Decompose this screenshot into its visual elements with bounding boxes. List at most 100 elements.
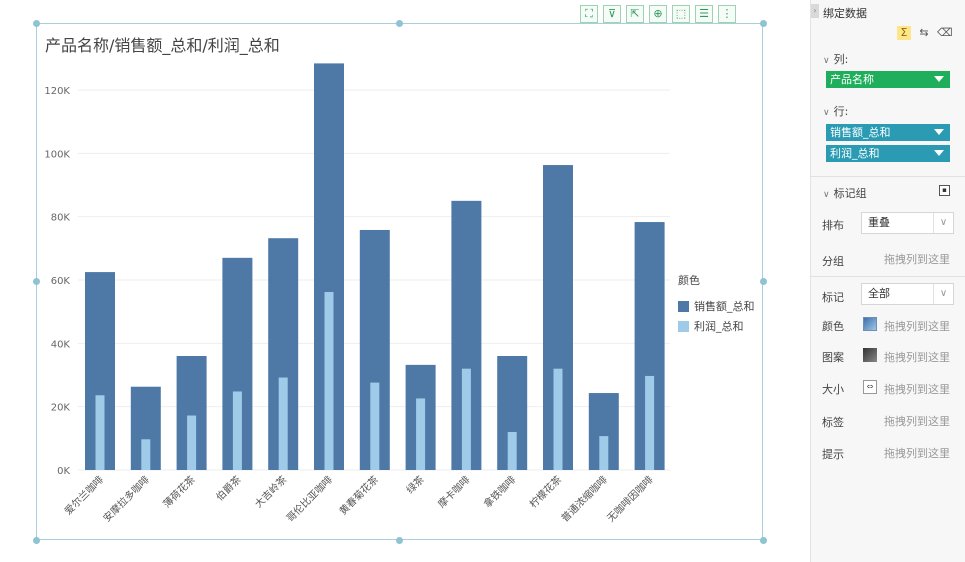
column-pill-product[interactable]: 产品名称 xyxy=(826,71,950,88)
dropdown-arrow-icon[interactable] xyxy=(934,76,944,82)
chevron-down-icon: ∨ xyxy=(933,213,953,233)
columns-section[interactable]: ∨ 列: xyxy=(823,51,848,67)
pattern-icon[interactable] xyxy=(863,348,877,362)
row-pill-sales[interactable]: 销售额_总和 xyxy=(826,124,950,141)
x-tick-label: 安摩拉多咖啡 xyxy=(100,473,152,525)
mark-select[interactable]: 全部 ∨ xyxy=(861,283,954,305)
legend-item-sales[interactable]: 销售额_总和 xyxy=(678,296,755,316)
chart-toolbar: ⛶ ⊽ ⇱ ⊕ ⬚ ☰ ⋮ xyxy=(580,5,736,23)
x-tick-label: 普通浓缩咖啡 xyxy=(558,473,610,525)
fullscreen-icon[interactable]: ⛶ xyxy=(580,5,598,23)
bar-profit xyxy=(324,292,334,470)
drill-icon[interactable]: ⇱ xyxy=(626,5,644,23)
group-label: 分组 xyxy=(822,255,844,268)
bar-profit xyxy=(95,395,105,470)
bar-profit xyxy=(416,398,426,470)
resize-handle-bm[interactable] xyxy=(396,537,403,544)
panel-header: › 绑定数据 xyxy=(811,0,965,22)
mark-label: 标记 xyxy=(822,291,844,304)
chart-legend: 颜色 销售额_总和 利润_总和 xyxy=(678,272,755,336)
size-drop-zone[interactable]: 拖拽列到这里 xyxy=(884,383,950,396)
dropdown-arrow-icon[interactable] xyxy=(934,129,944,135)
pattern-drop-zone[interactable]: 拖拽列到这里 xyxy=(884,351,950,364)
legend-title: 颜色 xyxy=(678,274,700,287)
chevron-down-icon: ∨ xyxy=(823,108,830,118)
x-tick-label: 柠檬花茶 xyxy=(527,473,564,510)
rows-section[interactable]: ∨ 行: xyxy=(823,103,848,119)
legend-swatch-profit xyxy=(678,320,689,332)
layout-select-value: 重叠 xyxy=(868,216,890,229)
tag-drop-zone[interactable]: 拖拽列到这里 xyxy=(884,415,950,428)
group-drop-zone[interactable]: 拖拽列到这里 xyxy=(884,253,950,266)
x-tick-label: 无咖啡因咖啡 xyxy=(605,474,656,525)
divider xyxy=(811,276,965,277)
y-tick-label: 120K xyxy=(44,86,70,97)
select-icon[interactable]: ⬚ xyxy=(672,5,690,23)
tag-label: 标签 xyxy=(822,416,844,429)
tooltip-drop-zone[interactable]: 拖拽列到这里 xyxy=(884,447,950,460)
mark-select-value: 全部 xyxy=(868,287,890,300)
y-tick-label: 20K xyxy=(51,403,71,414)
swap-icon[interactable]: ⇆ xyxy=(919,26,929,39)
chevron-down-icon: ∨ xyxy=(823,56,830,66)
size-label: 大小 xyxy=(822,383,844,396)
list-icon[interactable]: ☰ xyxy=(695,5,713,23)
rows-label: 行: xyxy=(833,105,849,118)
zoom-in-icon[interactable]: ⊕ xyxy=(649,5,667,23)
bar-profit xyxy=(507,432,517,470)
resize-handle-ml[interactable] xyxy=(33,278,40,285)
eraser-icon[interactable]: ⌫ xyxy=(937,26,953,39)
panel-title: 绑定数据 xyxy=(823,7,867,20)
sigma-icon[interactable]: Σ xyxy=(897,26,911,40)
resize-handle-tr[interactable] xyxy=(760,20,767,27)
bar-profit xyxy=(232,391,242,470)
x-tick-label: 爱尔兰咖啡 xyxy=(62,473,107,518)
y-tick-label: 100K xyxy=(44,149,70,160)
bind-data-panel: › 绑定数据 Σ ⇆ ⌫ ∨ 列: 产品名称 ∨ 行: 销售额_总和 利润_总和 ∨… xyxy=(810,0,965,562)
size-icon[interactable]: ⇔ xyxy=(863,380,877,394)
x-tick-label: 黄春菊花茶 xyxy=(336,473,381,518)
x-tick-label: 绿茶 xyxy=(403,473,426,496)
legend-label-profit: 利润_总和 xyxy=(694,320,744,333)
mark-settings-icon[interactable]: ▪ xyxy=(939,185,950,196)
chevron-down-icon: ∨ xyxy=(823,190,830,200)
y-tick-label: 60K xyxy=(51,276,71,287)
color-icon[interactable] xyxy=(863,317,877,331)
legend-label-sales: 销售额_总和 xyxy=(694,300,755,313)
resize-handle-br[interactable] xyxy=(760,537,767,544)
y-tick-label: 0K xyxy=(57,466,70,477)
dropdown-arrow-icon[interactable] xyxy=(934,150,944,156)
row-pill-label: 销售额_总和 xyxy=(830,126,891,139)
resize-handle-bl[interactable] xyxy=(33,537,40,544)
collapse-panel-icon[interactable]: › xyxy=(811,4,819,18)
x-tick-label: 薄荷花茶 xyxy=(160,473,197,510)
bar-profit xyxy=(645,375,655,470)
legend-swatch-sales xyxy=(678,300,689,312)
bar-profit xyxy=(599,436,609,470)
y-tick-label: 80K xyxy=(51,213,71,224)
pattern-label: 图案 xyxy=(822,351,844,364)
row-pill-profit[interactable]: 利润_总和 xyxy=(826,145,950,162)
bar-profit xyxy=(553,368,563,470)
chevron-down-icon: ∨ xyxy=(933,284,953,304)
layout-label: 排布 xyxy=(822,219,844,232)
filter-icon[interactable]: ⊽ xyxy=(603,5,621,23)
marks-section[interactable]: ∨ 标记组 xyxy=(823,185,867,201)
x-tick-label: 大吉岭茶 xyxy=(252,473,289,510)
color-drop-zone[interactable]: 拖拽列到这里 xyxy=(884,320,950,333)
color-label: 颜色 xyxy=(822,320,844,333)
legend-item-profit[interactable]: 利润_总和 xyxy=(678,316,755,336)
bar-profit xyxy=(370,382,380,470)
x-tick-label: 伯爵茶 xyxy=(213,473,243,503)
bar-profit xyxy=(141,439,151,470)
more-icon[interactable]: ⋮ xyxy=(718,5,736,23)
x-tick-label: 摩卡咖啡 xyxy=(435,473,472,510)
resize-handle-tm[interactable] xyxy=(396,20,403,27)
chart-title: 产品名称/销售额_总和/利润_总和 xyxy=(45,36,280,55)
resize-handle-tl[interactable] xyxy=(33,20,40,27)
tooltip-label: 提示 xyxy=(822,448,844,461)
layout-select[interactable]: 重叠 ∨ xyxy=(861,212,954,234)
x-tick-label: 拿铁咖啡 xyxy=(481,473,518,510)
resize-handle-mr[interactable] xyxy=(760,278,767,285)
